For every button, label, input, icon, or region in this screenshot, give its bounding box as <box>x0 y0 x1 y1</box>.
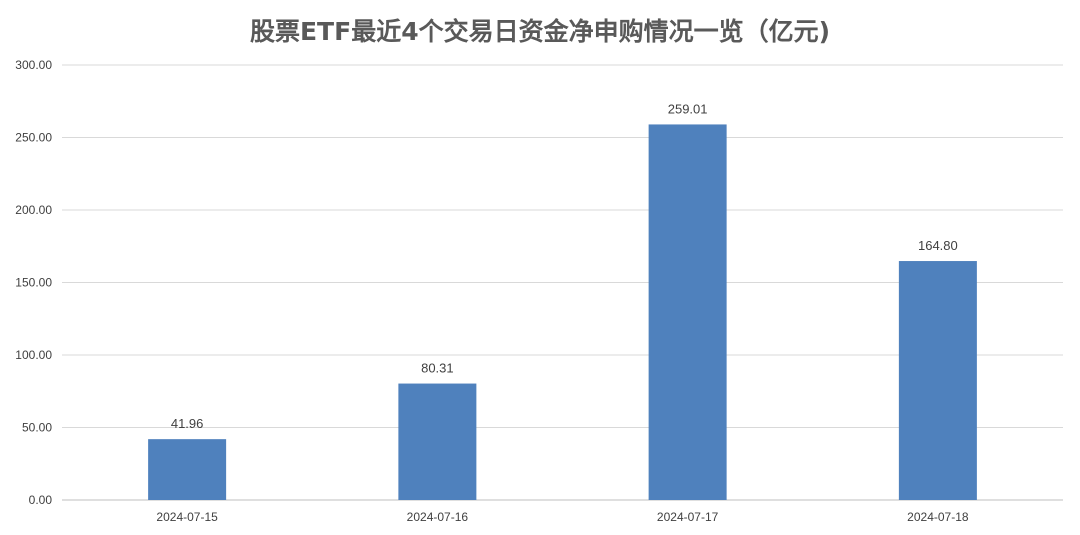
bar <box>398 383 477 500</box>
y-tick-label: 200.00 <box>15 203 52 217</box>
x-tick-label: 2024-07-16 <box>407 510 469 524</box>
bars <box>148 124 977 501</box>
x-tick-label: 2024-07-17 <box>657 510 719 524</box>
bar <box>148 439 227 500</box>
x-axis-ticks: 2024-07-15 2024-07-16 2024-07-17 2024-07-18 <box>156 510 968 524</box>
y-axis-ticks: 0.00 50.00 100.00 150.00 200.00 250.00 300.00 <box>15 58 52 507</box>
y-tick-label: 0.00 <box>29 493 53 507</box>
data-labels: 41.96 80.31 259.01 164.80 <box>171 101 958 431</box>
bar <box>648 124 727 501</box>
chart-title: 股票ETF最近4个交易日资金净申购情况一览（亿元) <box>250 17 830 46</box>
y-tick-label: 250.00 <box>15 131 52 145</box>
x-tick-label: 2024-07-18 <box>907 510 969 524</box>
bar <box>898 261 977 500</box>
y-tick-label: 150.00 <box>15 276 52 290</box>
y-tick-label: 100.00 <box>15 348 52 362</box>
y-tick-label: 300.00 <box>15 58 52 72</box>
data-label: 259.01 <box>668 101 708 116</box>
data-label: 41.96 <box>171 416 204 431</box>
x-tick-label: 2024-07-15 <box>156 510 218 524</box>
y-tick-label: 50.00 <box>22 421 52 435</box>
data-label: 164.80 <box>918 238 958 253</box>
gridlines <box>62 64 1063 501</box>
data-label: 80.31 <box>421 361 454 376</box>
